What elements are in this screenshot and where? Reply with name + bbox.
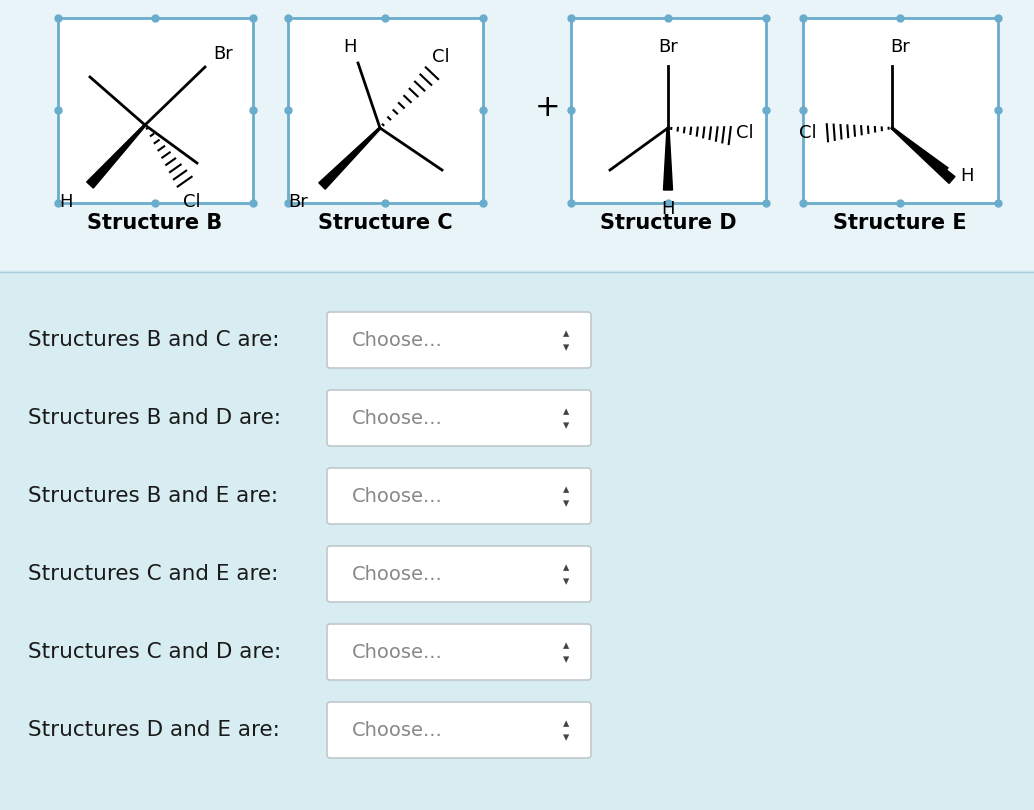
FancyBboxPatch shape — [327, 312, 591, 368]
Text: Br: Br — [288, 193, 308, 211]
Text: Choose...: Choose... — [352, 721, 443, 740]
Text: Choose...: Choose... — [352, 565, 443, 583]
Text: Choose...: Choose... — [352, 330, 443, 349]
Text: ▾: ▾ — [562, 420, 569, 433]
Text: ▾: ▾ — [562, 654, 569, 667]
FancyBboxPatch shape — [327, 468, 591, 524]
Text: Structures B and C are:: Structures B and C are: — [28, 330, 279, 350]
Polygon shape — [87, 124, 146, 188]
Text: ▾: ▾ — [562, 731, 569, 744]
Text: Cl: Cl — [183, 193, 201, 211]
FancyBboxPatch shape — [327, 702, 591, 758]
Text: Structure B: Structure B — [88, 213, 222, 233]
Text: Cl: Cl — [799, 124, 817, 142]
Text: ▴: ▴ — [562, 327, 569, 340]
Text: ▴: ▴ — [562, 484, 569, 497]
Text: +: + — [536, 93, 560, 122]
Text: H: H — [60, 193, 73, 211]
Polygon shape — [891, 127, 955, 183]
Text: ▾: ▾ — [562, 342, 569, 355]
Text: ▴: ▴ — [562, 561, 569, 574]
Text: ▴: ▴ — [562, 406, 569, 419]
Text: ▴: ▴ — [562, 640, 569, 653]
Polygon shape — [318, 127, 381, 190]
Text: Br: Br — [890, 38, 910, 56]
Text: H: H — [662, 200, 675, 218]
Text: Structure C: Structure C — [317, 213, 452, 233]
FancyBboxPatch shape — [327, 624, 591, 680]
FancyBboxPatch shape — [571, 18, 765, 202]
FancyBboxPatch shape — [327, 390, 591, 446]
FancyBboxPatch shape — [327, 546, 591, 602]
Text: Choose...: Choose... — [352, 487, 443, 505]
Text: Structures B and E are:: Structures B and E are: — [28, 486, 278, 506]
Text: Structure E: Structure E — [833, 213, 967, 233]
Text: Structures B and D are:: Structures B and D are: — [28, 408, 281, 428]
FancyBboxPatch shape — [58, 18, 252, 202]
Text: ▴: ▴ — [562, 718, 569, 731]
FancyBboxPatch shape — [287, 18, 483, 202]
FancyBboxPatch shape — [802, 18, 998, 202]
Text: Br: Br — [658, 38, 678, 56]
Text: Structures C and E are:: Structures C and E are: — [28, 564, 278, 584]
Polygon shape — [664, 128, 672, 190]
Text: Br: Br — [213, 45, 233, 63]
Text: Structures D and E are:: Structures D and E are: — [28, 720, 280, 740]
Text: Choose...: Choose... — [352, 408, 443, 428]
Text: Choose...: Choose... — [352, 642, 443, 662]
Text: Structures C and D are:: Structures C and D are: — [28, 642, 281, 662]
Text: H: H — [343, 38, 357, 56]
Text: Structure D: Structure D — [600, 213, 736, 233]
Text: ▾: ▾ — [562, 575, 569, 589]
Text: H: H — [960, 167, 973, 185]
Text: Cl: Cl — [736, 124, 754, 142]
FancyBboxPatch shape — [0, 0, 1034, 270]
Text: Cl: Cl — [432, 48, 450, 66]
Text: ▾: ▾ — [562, 497, 569, 510]
